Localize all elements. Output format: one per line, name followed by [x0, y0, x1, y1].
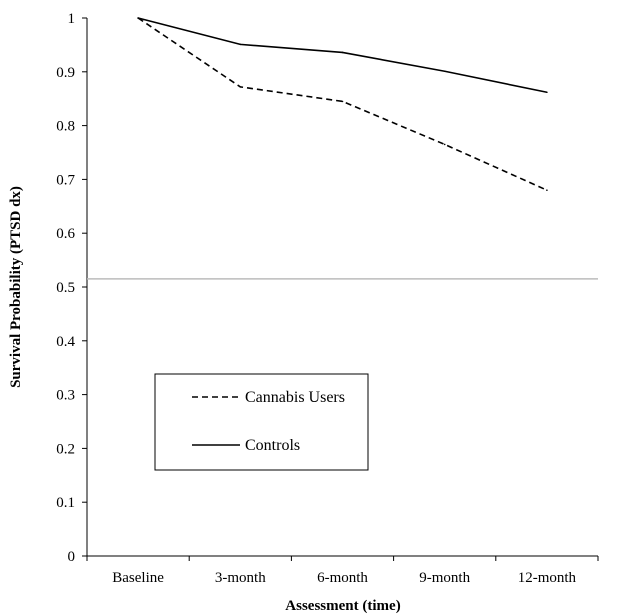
legend-label-cannabis-users: Cannabis Users: [245, 389, 345, 406]
x-tick-label: 9-month: [419, 570, 470, 586]
y-tick-label: 0: [68, 549, 76, 565]
series-line-cannabis-users: [137, 17, 548, 191]
y-tick-label: 0.6: [56, 226, 75, 242]
y-tick-label: 0.1: [56, 495, 75, 511]
y-tick-label: 0.7: [56, 172, 75, 188]
y-axis-title: Survival Probability (PTSD dx): [8, 186, 24, 388]
y-tick-label: 0.3: [56, 388, 75, 404]
data-point-controls: [239, 43, 242, 46]
x-tick-label: Baseline: [112, 570, 164, 586]
x-tick-label: 3-month: [215, 570, 266, 586]
data-point-controls: [546, 91, 548, 94]
legend-box: [154, 373, 369, 471]
y-tick-label: 0.4: [56, 334, 75, 350]
x-axis: Baseline 3-month 6-month 9-month 12-month: [86, 555, 599, 586]
x-tick-label: 6-month: [317, 570, 368, 586]
data-point-cannabis-users: [546, 189, 548, 191]
data-point-controls: [443, 70, 446, 73]
data-point-cannabis-users: [341, 100, 344, 103]
data-point-cannabis-users: [443, 143, 446, 146]
series-line-controls: [137, 17, 548, 94]
y-tick-label: 0.8: [56, 119, 75, 135]
y-tick-label: 1: [68, 11, 76, 27]
legend: Cannabis Users Controls: [154, 373, 369, 471]
data-point-controls: [341, 51, 344, 54]
y-tick-label: 0.2: [56, 441, 75, 457]
y-tick-label: 0.9: [56, 65, 75, 81]
x-axis-title: Assessment (time): [285, 598, 400, 614]
x-tick-label: 12-month: [518, 570, 577, 586]
data-point-cannabis-users: [239, 86, 242, 88]
y-tick-label: 0.5: [56, 280, 75, 296]
legend-label-controls: Controls: [245, 437, 300, 454]
data-point-controls: [137, 17, 139, 19]
y-axis: 0 0.1 0.2 0.3 0.4 0.5 0.6 0.7 0.8 0.9 1: [56, 11, 88, 565]
